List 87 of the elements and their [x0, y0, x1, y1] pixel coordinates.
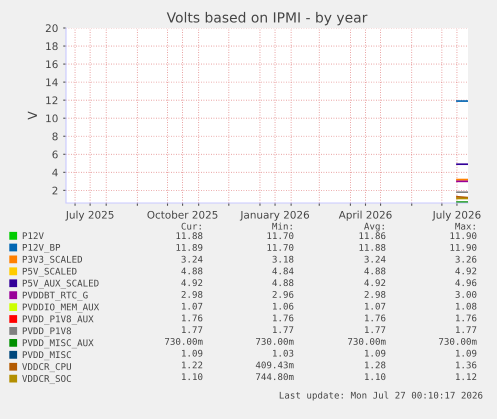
text: 11.70 — [268, 232, 294, 240]
text: 11.90 — [450, 244, 476, 251]
text: 3.18 — [272, 256, 294, 263]
y-tick-label: 16 — [46, 60, 58, 68]
text: 11.89 — [176, 244, 202, 251]
y-tick-label: 10 — [46, 114, 58, 122]
text: 1.77 — [365, 326, 386, 334]
text: 1.03 — [273, 350, 294, 357]
text: 3.24 — [364, 256, 386, 263]
text: 4.92 — [455, 268, 476, 274]
y-tick-label: 2 — [52, 186, 58, 194]
text: 3.26 — [456, 256, 476, 263]
text: 1.08 — [456, 302, 476, 310]
y-tick-label: 12 — [46, 96, 58, 104]
text: 1.10 — [365, 373, 386, 380]
text: 1.22 — [182, 362, 202, 368]
chart-title: Volts based on IPMI - by year — [166, 12, 368, 26]
x-tick-label: July 2025 — [65, 210, 114, 221]
text: 4.92 — [181, 279, 202, 286]
text: 730.00m — [438, 338, 477, 345]
text: 2.96 — [272, 291, 294, 298]
x-tick-label: October 2025 — [147, 210, 218, 219]
text: Avg: — [364, 222, 384, 232]
text: 2.98 — [364, 291, 386, 298]
y-axis-title: V — [28, 111, 37, 120]
text: 409.43m — [256, 362, 294, 368]
text: 1.07 — [182, 302, 202, 310]
text: 1.09 — [182, 350, 202, 357]
legend-label: P12V_BP — [22, 244, 60, 253]
text: 4.84 — [272, 268, 294, 274]
legend-label: P5V_AUX_SCALED — [22, 280, 99, 289]
text: 11.86 — [360, 232, 386, 240]
text: 4.88 — [181, 268, 202, 274]
x-tick-label: July 2026 — [432, 210, 481, 221]
text: 1.10 — [182, 373, 202, 380]
text: 1.76 — [273, 314, 294, 322]
text: 4.92 — [364, 279, 386, 286]
text: 1.09 — [365, 350, 386, 357]
text: Last update: Mon Jul 27 00:10:17 2026 — [280, 392, 482, 400]
legend-label: P5V_SCALED — [22, 268, 77, 277]
text: 11.88 — [360, 244, 386, 251]
text: 1.76 — [456, 314, 476, 322]
legend-label: VDDCR_CPU — [22, 363, 71, 372]
x-tick-label: January 2026 — [240, 210, 310, 221]
text: 1.28 — [365, 362, 386, 368]
y-tick-label: 20 — [46, 24, 58, 32]
y-tick-label: 14 — [46, 78, 58, 86]
text: 3.24 — [182, 256, 203, 263]
legend-label: VDDCR_SOC — [22, 375, 71, 384]
legend-label: PVDD_MISC_AUX — [22, 339, 94, 348]
text: 4.88 — [364, 268, 386, 274]
text: 4.88 — [272, 279, 294, 286]
text: 11.70 — [268, 244, 294, 251]
legend-label: PVDDBT_RTC_G — [22, 292, 88, 301]
text: 730.00m — [164, 338, 203, 345]
text: Min: — [272, 222, 292, 230]
text: 11.90 — [450, 232, 476, 240]
text: 11.88 — [176, 232, 202, 240]
text: 744.80m — [256, 373, 294, 380]
text: 1.76 — [365, 314, 386, 322]
legend-label: P3V3_SCALED — [22, 256, 82, 265]
text: 1.76 — [182, 314, 202, 322]
legend-label: PVDD_P1V8_AUX — [22, 315, 94, 324]
text: Cur: — [182, 222, 201, 230]
text: 3.00 — [456, 291, 476, 298]
text: 1.77 — [273, 326, 294, 334]
text: 1.07 — [365, 302, 386, 310]
text: 1.77 — [456, 326, 476, 334]
text: 730.00m — [348, 338, 386, 345]
text: 1.06 — [273, 302, 294, 310]
legend-label: PVDD_P1V8 — [22, 327, 71, 336]
legend-label: P12V — [22, 232, 44, 240]
text: 2.98 — [182, 291, 202, 298]
x-tick-label: April 2026 — [338, 210, 392, 221]
text: 1.36 — [456, 362, 476, 368]
text: 730.00m — [256, 338, 294, 345]
legend-label: PVDD_MISC — [22, 351, 71, 360]
legend-label: PVDDIO_MEM_AUX — [22, 304, 100, 312]
text: Max: — [455, 222, 475, 230]
y-tick-label: 8 — [52, 132, 58, 140]
y-tick-label: 4 — [52, 168, 58, 176]
text: 1.77 — [182, 326, 202, 334]
text: 4.96 — [455, 279, 476, 286]
y-tick-label: 18 — [46, 42, 58, 50]
text: 1.12 — [456, 373, 476, 380]
text: 1.09 — [456, 350, 476, 357]
y-tick-label: 6 — [52, 150, 58, 158]
